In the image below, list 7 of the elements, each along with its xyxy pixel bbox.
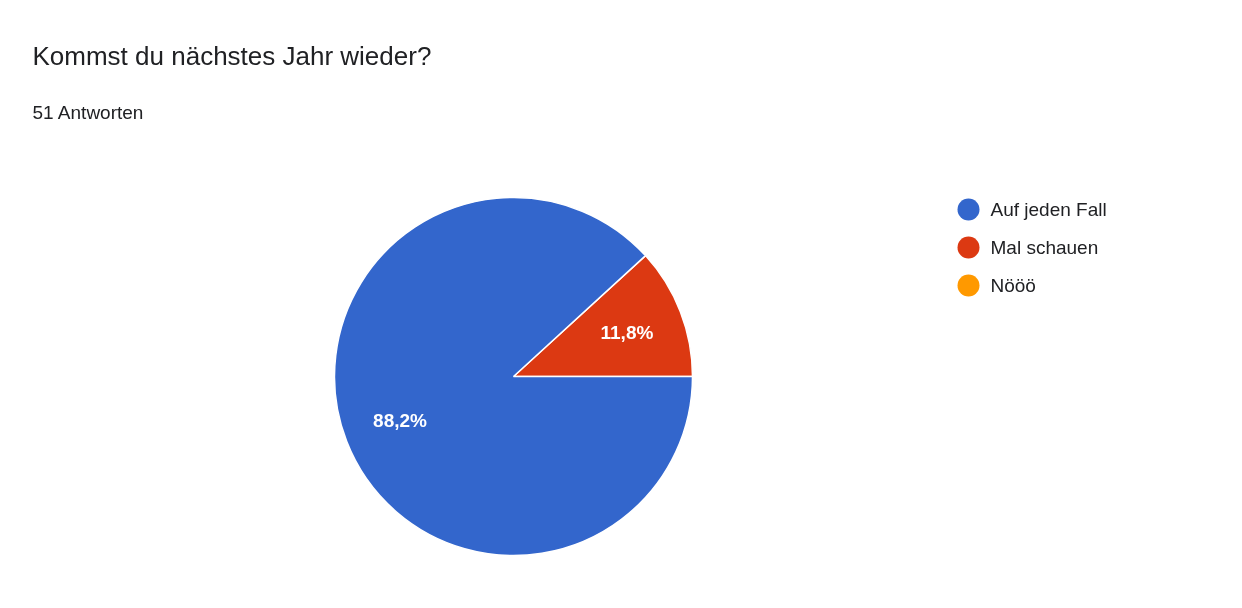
- text: 51 Antworten: [32, 102, 144, 123]
- data-label: 88,2%: [373, 410, 428, 432]
- legend-label: Nööö: [990, 275, 1036, 296]
- chart-title: Kommst du nächstes Jahr wieder?: [32, 40, 432, 71]
- legend-label: Mal schauen: [990, 237, 1099, 258]
- data-label: 11,8%: [600, 321, 654, 343]
- legend-label: Auf jeden Fall: [990, 199, 1107, 220]
